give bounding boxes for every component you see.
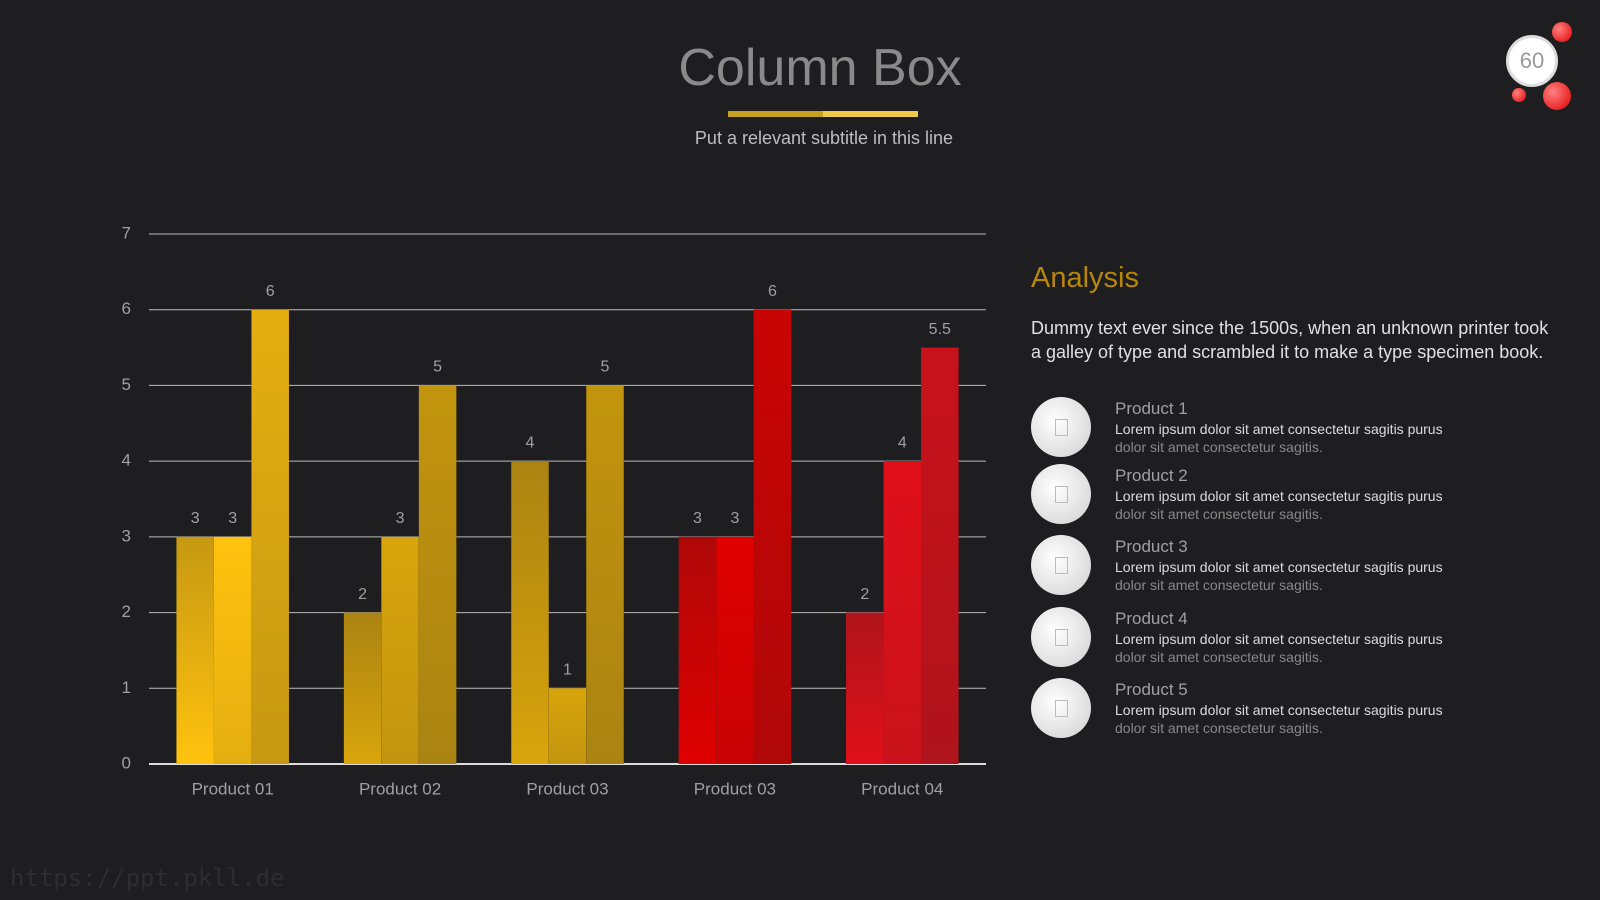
y-tick-label: 4 xyxy=(122,451,131,470)
data-label: 5.5 xyxy=(929,321,951,338)
item-name: Product 5 xyxy=(1115,680,1188,699)
x-tick-label: Product 02 xyxy=(359,779,441,798)
item-text-strong: Lorem ipsum dolor sit amet consectetur s… xyxy=(1115,631,1443,647)
bar xyxy=(213,536,252,764)
item-icon xyxy=(1031,464,1091,524)
data-label: 4 xyxy=(526,434,535,451)
y-tick-label: 5 xyxy=(122,375,131,394)
item-text-strong: Lorem ipsum dolor sit amet consectetur s… xyxy=(1115,488,1443,504)
data-label: 6 xyxy=(266,283,275,300)
data-label: 3 xyxy=(191,510,200,527)
y-tick-label: 6 xyxy=(122,299,131,318)
y-tick-label: 1 xyxy=(122,678,131,697)
data-label: 1 xyxy=(563,662,572,679)
item: Product 1 Lorem ipsum dolor sit amet cons… xyxy=(1031,397,1551,461)
item-text: Lorem ipsum dolor sit amet consectetur s… xyxy=(1115,558,1445,594)
y-tick-label: 7 xyxy=(122,223,131,242)
chart: 0 1 2 3 4 5 6 7 Product 01 Product 02 Product 03 Pr… xyxy=(122,223,986,798)
item: Product 2 Lorem ipsum dolor sit amet cons… xyxy=(1031,464,1551,528)
bar xyxy=(921,347,959,764)
item-text-rest: dolor sit amet consectetur sagitis. xyxy=(1115,577,1323,593)
y-tick-label: 3 xyxy=(122,526,131,545)
title: Column Box xyxy=(678,39,962,97)
bar xyxy=(251,309,289,764)
bar xyxy=(586,385,624,764)
item-name: Product 4 xyxy=(1115,609,1188,628)
item-icon xyxy=(1031,607,1091,667)
item-text: Lorem ipsum dolor sit amet consectetur s… xyxy=(1115,630,1445,666)
bar xyxy=(678,536,717,764)
item: Product 5 Lorem ipsum dolor sit amet cons… xyxy=(1031,678,1551,742)
item-name: Product 2 xyxy=(1115,466,1188,485)
data-label: 2 xyxy=(358,586,367,603)
data-label: 3 xyxy=(693,510,702,527)
data-label: 6 xyxy=(768,283,777,300)
bar xyxy=(716,536,754,764)
subtitle: Put a relevant subtitle in this line xyxy=(694,128,954,148)
item: Product 4 Lorem ipsum dolor sit amet cons… xyxy=(1031,607,1551,671)
bar xyxy=(176,536,214,764)
bar xyxy=(418,385,457,764)
bar xyxy=(883,461,922,764)
item-text-rest: dolor sit amet consectetur sagitis. xyxy=(1115,506,1323,522)
item: Product 3 Lorem ipsum dolor sit amet cons… xyxy=(1031,535,1551,599)
bar xyxy=(548,688,587,764)
item-text-rest: dolor sit amet consectetur sagitis. xyxy=(1115,720,1323,736)
data-label: 5 xyxy=(433,359,442,376)
item-text-rest: dolor sit amet consectetur sagitis. xyxy=(1115,649,1323,665)
title-underline xyxy=(728,111,918,117)
item-icon xyxy=(1031,535,1091,595)
decor-dot xyxy=(1543,82,1571,110)
x-tick-label: Product 03 xyxy=(694,779,776,798)
page-number: 60 xyxy=(1506,35,1558,87)
item-text: Lorem ipsum dolor sit amet consectetur s… xyxy=(1115,487,1445,523)
data-label: 3 xyxy=(228,510,237,527)
data-label: 4 xyxy=(898,434,907,451)
item-text: Lorem ipsum dolor sit amet consectetur s… xyxy=(1115,420,1445,456)
item-text-strong: Lorem ipsum dolor sit amet consectetur s… xyxy=(1115,559,1443,575)
decor-dot xyxy=(1552,22,1572,42)
item-text-strong: Lorem ipsum dolor sit amet consectetur s… xyxy=(1115,421,1443,437)
x-tick-label: Product 04 xyxy=(861,779,943,798)
bar xyxy=(511,461,549,764)
item-icon xyxy=(1031,397,1091,457)
data-label: 5 xyxy=(601,359,610,376)
item-text-strong: Lorem ipsum dolor sit amet consectetur s… xyxy=(1115,702,1443,718)
item-name: Product 1 xyxy=(1115,399,1188,418)
item-name: Product 3 xyxy=(1115,537,1188,556)
y-tick-label: 0 xyxy=(122,753,131,772)
x-tick-label: Product 03 xyxy=(526,779,608,798)
data-label: 2 xyxy=(860,586,869,603)
item-icon xyxy=(1031,678,1091,738)
bar xyxy=(753,309,792,764)
item-text-rest: dolor sit amet consectetur sagitis. xyxy=(1115,439,1323,455)
analysis-text: Dummy text ever since the 1500s, when an… xyxy=(1031,318,1549,362)
data-label: 3 xyxy=(396,510,405,527)
y-tick-label: 2 xyxy=(122,602,131,621)
data-label: 3 xyxy=(730,510,739,527)
item-text: Lorem ipsum dolor sit amet consectetur s… xyxy=(1115,701,1445,737)
watermark: https://ppt.pkll.de xyxy=(10,864,285,892)
bar xyxy=(846,612,884,764)
bar xyxy=(343,612,382,764)
x-tick-label: Product 01 xyxy=(192,779,274,798)
bar xyxy=(381,536,419,764)
decor-dot xyxy=(1512,88,1526,102)
analysis-title: Analysis xyxy=(1031,262,1139,294)
